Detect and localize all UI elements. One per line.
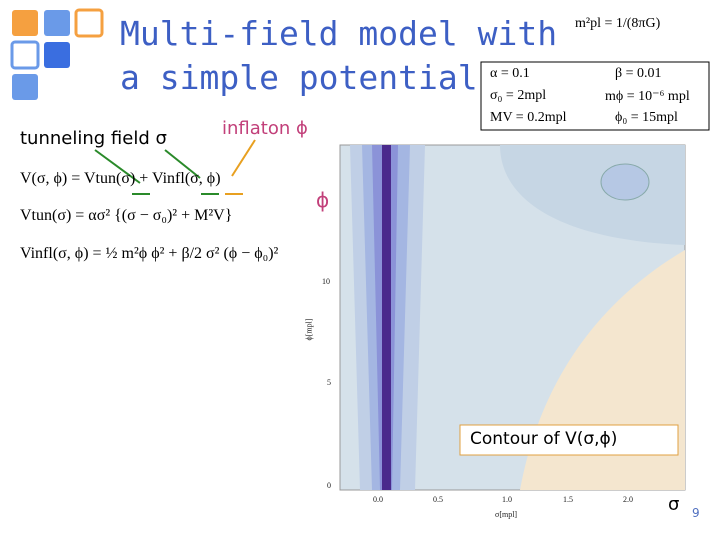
square (74, 8, 104, 38)
page-number: 9 (692, 506, 700, 520)
square (12, 74, 38, 100)
square (44, 10, 70, 36)
label: σ (668, 494, 680, 515)
x-label: σ[mpl] (495, 510, 518, 519)
y-tick: 5 (327, 378, 331, 387)
caption: Contour of V(σ,ϕ) (470, 429, 618, 449)
param: MV = 0.2mpl (490, 110, 567, 125)
param: mϕ = 10⁻⁶ mpl (605, 89, 690, 104)
square (10, 40, 40, 70)
caption-box (459, 424, 679, 456)
arrow (94, 149, 219, 195)
x-tick: 1.0 (502, 495, 512, 504)
equation: Vtun(σ) = ασ² {(σ − σ₀)² + M²V} (20, 207, 233, 224)
param: β = 0.01 (615, 66, 662, 81)
contour-region (600, 163, 650, 201)
x-tick: 0.5 (433, 495, 443, 504)
square (44, 42, 70, 68)
param: α = 0.1 (490, 66, 530, 81)
label: inflaton ϕ (222, 118, 308, 139)
label: ϕ (316, 188, 330, 212)
x-tick: 2.0 (623, 495, 633, 504)
x-tick: 1.5 (563, 495, 573, 504)
param: ϕ₀ = 15mpl (615, 110, 678, 125)
planck: m²pl = 1/(8πG) (575, 16, 661, 31)
equation: Vinfl(σ, ϕ) = ½ m²ϕ ϕ² + β/2 σ² (ϕ − ϕ₀)… (20, 245, 279, 262)
title: a simple potential (120, 58, 478, 97)
param-box (480, 61, 710, 131)
x-tick: 0.0 (373, 495, 383, 504)
y-tick: 10 (322, 277, 330, 286)
param: σ₀ = 2mpl (490, 88, 547, 103)
y-tick: 0 (327, 481, 331, 490)
arrow (225, 139, 256, 195)
square (12, 10, 38, 36)
title: Multi-field model with (120, 14, 558, 53)
label: tunneling field σ (20, 128, 167, 149)
equation: V(σ, ϕ) = Vtun(σ) + Vinfl(σ, ϕ) (20, 170, 221, 187)
y-label: ϕ[mpl] (304, 318, 314, 341)
contour-region (382, 145, 391, 490)
